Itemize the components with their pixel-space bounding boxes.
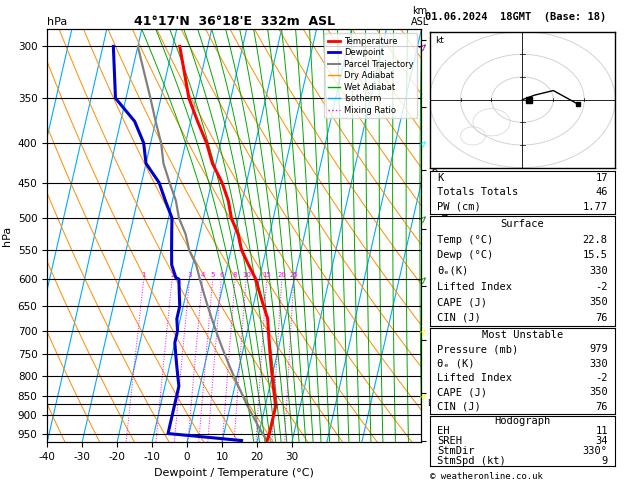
Text: 17: 17 (595, 173, 608, 183)
Text: 330°: 330° (582, 446, 608, 456)
Text: >: > (416, 136, 430, 150)
Text: 350: 350 (589, 387, 608, 398)
Text: 3: 3 (187, 272, 192, 278)
Text: 4: 4 (201, 272, 205, 278)
Text: Lifted Index: Lifted Index (437, 281, 512, 292)
Text: >: > (416, 39, 430, 53)
Text: © weatheronline.co.uk: © weatheronline.co.uk (430, 472, 542, 481)
Text: LCL: LCL (427, 399, 443, 409)
Y-axis label: Mixing Ratio (g/kg): Mixing Ratio (g/kg) (438, 190, 448, 282)
Text: K: K (437, 173, 443, 183)
Text: Surface: Surface (501, 219, 544, 229)
Text: 34: 34 (595, 436, 608, 446)
Text: Temp (°C): Temp (°C) (437, 235, 493, 245)
Text: θₑ(K): θₑ(K) (437, 266, 468, 276)
Text: 25: 25 (289, 272, 298, 278)
Text: >: > (416, 389, 430, 403)
Text: CAPE (J): CAPE (J) (437, 297, 487, 307)
Text: EH: EH (437, 426, 450, 436)
Text: >: > (416, 211, 430, 225)
Text: Lifted Index: Lifted Index (437, 373, 512, 383)
Text: StmSpd (kt): StmSpd (kt) (437, 456, 506, 466)
Text: 15: 15 (262, 272, 271, 278)
Text: 01.06.2024  18GMT  (Base: 18): 01.06.2024 18GMT (Base: 18) (425, 12, 606, 22)
Text: Most Unstable: Most Unstable (482, 330, 563, 340)
Text: SREH: SREH (437, 436, 462, 446)
Text: θₑ (K): θₑ (K) (437, 359, 474, 368)
Text: -2: -2 (595, 281, 608, 292)
Y-axis label: hPa: hPa (2, 226, 12, 246)
Text: 10: 10 (242, 272, 251, 278)
Text: 9: 9 (601, 456, 608, 466)
Text: kt: kt (435, 35, 444, 45)
Text: 350: 350 (589, 297, 608, 307)
Text: 15.5: 15.5 (582, 250, 608, 260)
Text: 1: 1 (142, 272, 146, 278)
Text: Totals Totals: Totals Totals (437, 188, 518, 197)
Text: CIN (J): CIN (J) (437, 402, 481, 412)
Text: 2: 2 (170, 272, 174, 278)
Text: 5: 5 (211, 272, 215, 278)
Text: PW (cm): PW (cm) (437, 202, 481, 212)
Text: >: > (416, 324, 430, 338)
Text: CIN (J): CIN (J) (437, 313, 481, 323)
Text: Pressure (mb): Pressure (mb) (437, 344, 518, 354)
Text: 20: 20 (277, 272, 286, 278)
Text: Dewp (°C): Dewp (°C) (437, 250, 493, 260)
Text: hPa: hPa (47, 17, 67, 27)
Text: CAPE (J): CAPE (J) (437, 387, 487, 398)
Title: 41°17'N  36°18'E  332m  ASL: 41°17'N 36°18'E 332m ASL (134, 15, 335, 28)
Text: 8: 8 (233, 272, 238, 278)
Text: 46: 46 (595, 188, 608, 197)
Text: 76: 76 (595, 402, 608, 412)
Text: 330: 330 (589, 266, 608, 276)
Text: -2: -2 (595, 373, 608, 383)
Text: 11: 11 (595, 426, 608, 436)
Text: 330: 330 (589, 359, 608, 368)
Text: >: > (416, 272, 430, 286)
X-axis label: Dewpoint / Temperature (°C): Dewpoint / Temperature (°C) (154, 468, 314, 478)
Legend: Temperature, Dewpoint, Parcel Trajectory, Dry Adiabat, Wet Adiabat, Isotherm, Mi: Temperature, Dewpoint, Parcel Trajectory… (325, 34, 417, 118)
Text: Hodograph: Hodograph (494, 416, 550, 426)
Text: km
ASL: km ASL (411, 6, 430, 27)
Text: 1.77: 1.77 (582, 202, 608, 212)
Text: StmDir: StmDir (437, 446, 474, 456)
Text: 979: 979 (589, 344, 608, 354)
Text: 22.8: 22.8 (582, 235, 608, 245)
Text: 76: 76 (595, 313, 608, 323)
Text: 6: 6 (219, 272, 224, 278)
